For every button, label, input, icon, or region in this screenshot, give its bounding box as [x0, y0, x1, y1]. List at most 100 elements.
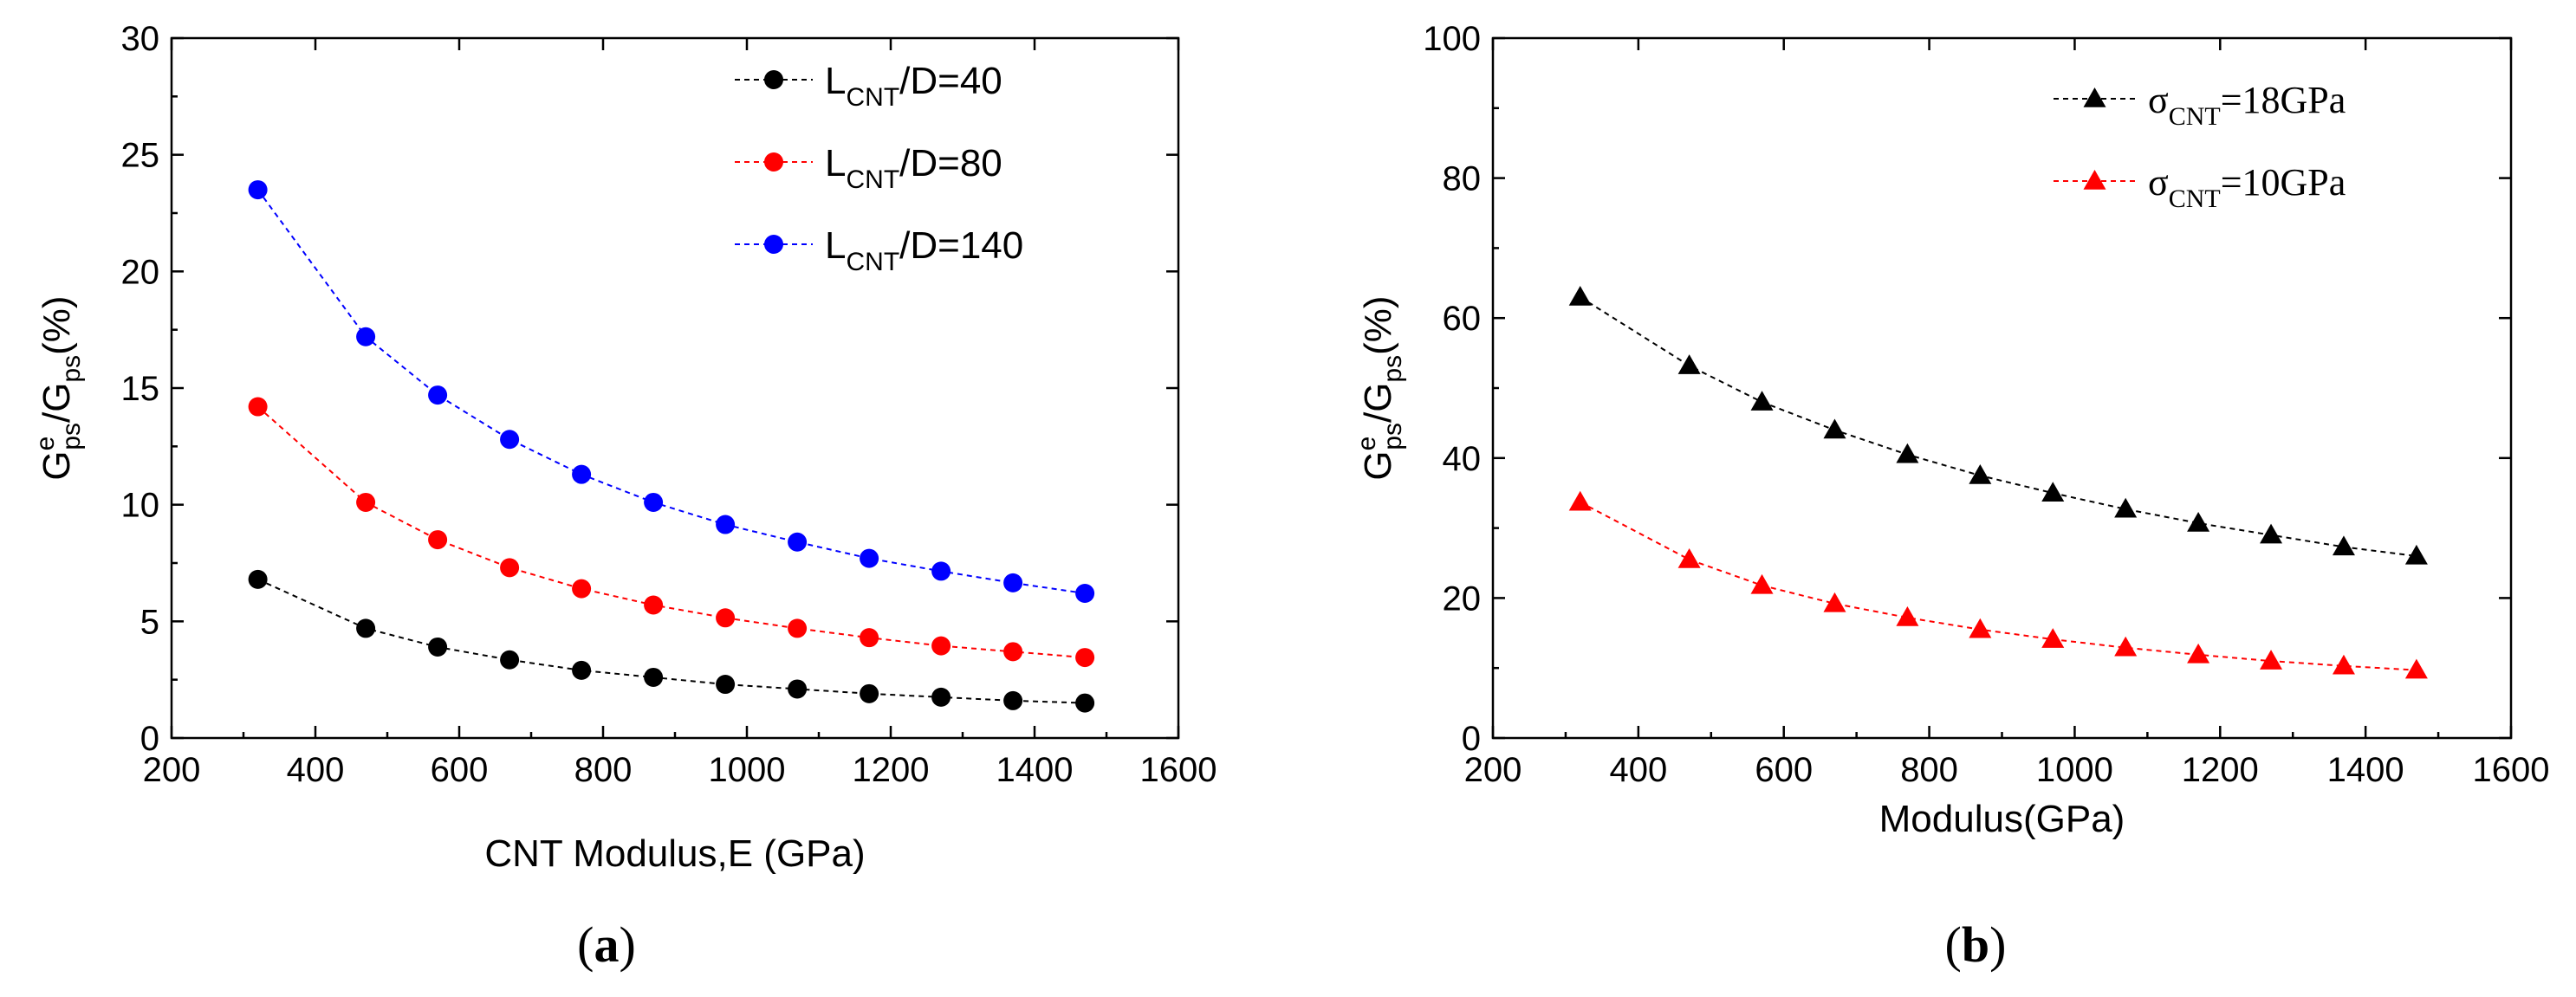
legend-label: LCNT/D=80: [825, 142, 1002, 194]
legend-marker: [764, 70, 783, 89]
data-point: [2404, 658, 2428, 679]
y-tick-label: 40: [1443, 440, 1482, 478]
x-tick-label: 1400: [996, 751, 1074, 789]
series-3: [248, 180, 1095, 604]
data-point: [572, 579, 592, 599]
legend-marker: [764, 152, 783, 172]
x-tick-label: 1000: [2036, 751, 2113, 789]
data-point: [1896, 443, 1919, 463]
legend-label: σCNT=10GPa: [2148, 161, 2346, 213]
data-point: [2041, 482, 2065, 502]
legend-label: σCNT=18GPa: [2148, 79, 2346, 131]
data-point: [428, 530, 448, 550]
data-point: [572, 660, 592, 680]
data-point: [2332, 654, 2355, 675]
y-tick-label: 20: [121, 253, 160, 291]
data-point: [716, 515, 736, 534]
series-2: [248, 397, 1095, 668]
y-axis-label: Geps/Gps(%): [1353, 295, 1407, 480]
data-point: [860, 548, 879, 568]
data-point: [1677, 354, 1701, 374]
chart-panel-a: 200 400 600 800 1000 1200 1400 1600 0 5 10 15 20 25 30…: [31, 20, 1217, 973]
data-point: [644, 595, 664, 615]
panel-label: (b): [1945, 916, 2007, 973]
data-point: [788, 679, 808, 699]
data-point: [931, 561, 951, 581]
data-point: [500, 558, 520, 578]
data-point: [1823, 418, 1846, 439]
data-point: [356, 492, 376, 512]
series-1: [248, 569, 1095, 713]
data-point: [860, 683, 879, 703]
data-point: [644, 667, 664, 687]
x-tick-label: 1000: [709, 751, 786, 789]
x-tick-label: 200: [1464, 751, 1522, 789]
x-tick-label: 800: [1900, 751, 1958, 789]
data-point: [248, 180, 268, 200]
data-point: [2187, 643, 2210, 664]
data-point: [2187, 511, 2210, 532]
y-tick-label: 60: [1443, 300, 1482, 338]
y-tick-label: 80: [1443, 160, 1482, 198]
data-point: [716, 675, 736, 695]
plot-frame: [170, 36, 1180, 740]
y-tick-label: 10: [121, 487, 160, 525]
x-axis-label: CNT Modulus,E (GPa): [484, 832, 865, 875]
data-point: [1969, 464, 1992, 484]
y-tick-label: 5: [140, 603, 159, 641]
data-point: [1896, 606, 1919, 626]
y-tick-label: 0: [140, 720, 159, 758]
y-axis-label: Geps/Gps(%): [31, 295, 86, 480]
data-point: [1003, 573, 1023, 592]
data-point: [500, 650, 520, 670]
data-point: [572, 464, 592, 484]
x-tick-label: 1600: [1140, 751, 1217, 789]
chart-panel-b: 200 400 600 800 1000 1200 1400 1600 0 20 40 60 80 100…: [1353, 20, 2549, 973]
x-tick-label: 600: [431, 751, 489, 789]
data-point: [931, 636, 951, 656]
y-tick-label: 15: [121, 370, 160, 408]
data-point: [2404, 544, 2428, 565]
series-2: [1568, 490, 2428, 679]
series-line: [256, 189, 1086, 595]
data-point: [1075, 693, 1095, 713]
series-line: [257, 578, 1086, 704]
data-point: [644, 492, 664, 512]
x-axis-label: Modulus(GPa): [1879, 798, 2125, 840]
data-point: [2114, 636, 2138, 657]
plot-frame: [1491, 36, 2513, 740]
series-line: [1580, 296, 2417, 557]
data-point: [356, 618, 376, 638]
y-tick-label: 0: [1462, 720, 1481, 758]
data-point: [1003, 690, 1023, 710]
legend-label: LCNT/D=40: [825, 60, 1002, 112]
data-point: [1003, 642, 1023, 662]
data-point: [2332, 535, 2355, 556]
data-point: [860, 628, 879, 648]
data-point: [2114, 497, 2138, 518]
y-tick-label: 30: [121, 20, 160, 58]
data-point: [2260, 523, 2283, 544]
x-tick-label: 1200: [853, 751, 930, 789]
data-point: [356, 327, 376, 346]
panel-label: (a): [577, 916, 636, 973]
y-tick-label: 25: [121, 137, 160, 175]
data-point: [1568, 490, 1592, 511]
legend-marker: [2083, 170, 2106, 190]
data-point: [1075, 648, 1095, 668]
x-tick-label: 400: [1609, 751, 1667, 789]
x-tick-label: 1600: [2473, 751, 2550, 789]
legend-marker: [764, 235, 783, 254]
data-point: [2041, 628, 2065, 648]
data-point: [1677, 547, 1701, 568]
y-tick-label: 20: [1443, 579, 1482, 618]
data-point: [788, 618, 808, 638]
series-line: [1580, 501, 2417, 671]
data-point: [500, 430, 520, 450]
data-point: [1750, 391, 1774, 411]
data-point: [788, 532, 808, 552]
x-tick-label: 800: [574, 751, 633, 789]
data-point: [1568, 285, 1592, 306]
series-1: [1568, 285, 2428, 565]
